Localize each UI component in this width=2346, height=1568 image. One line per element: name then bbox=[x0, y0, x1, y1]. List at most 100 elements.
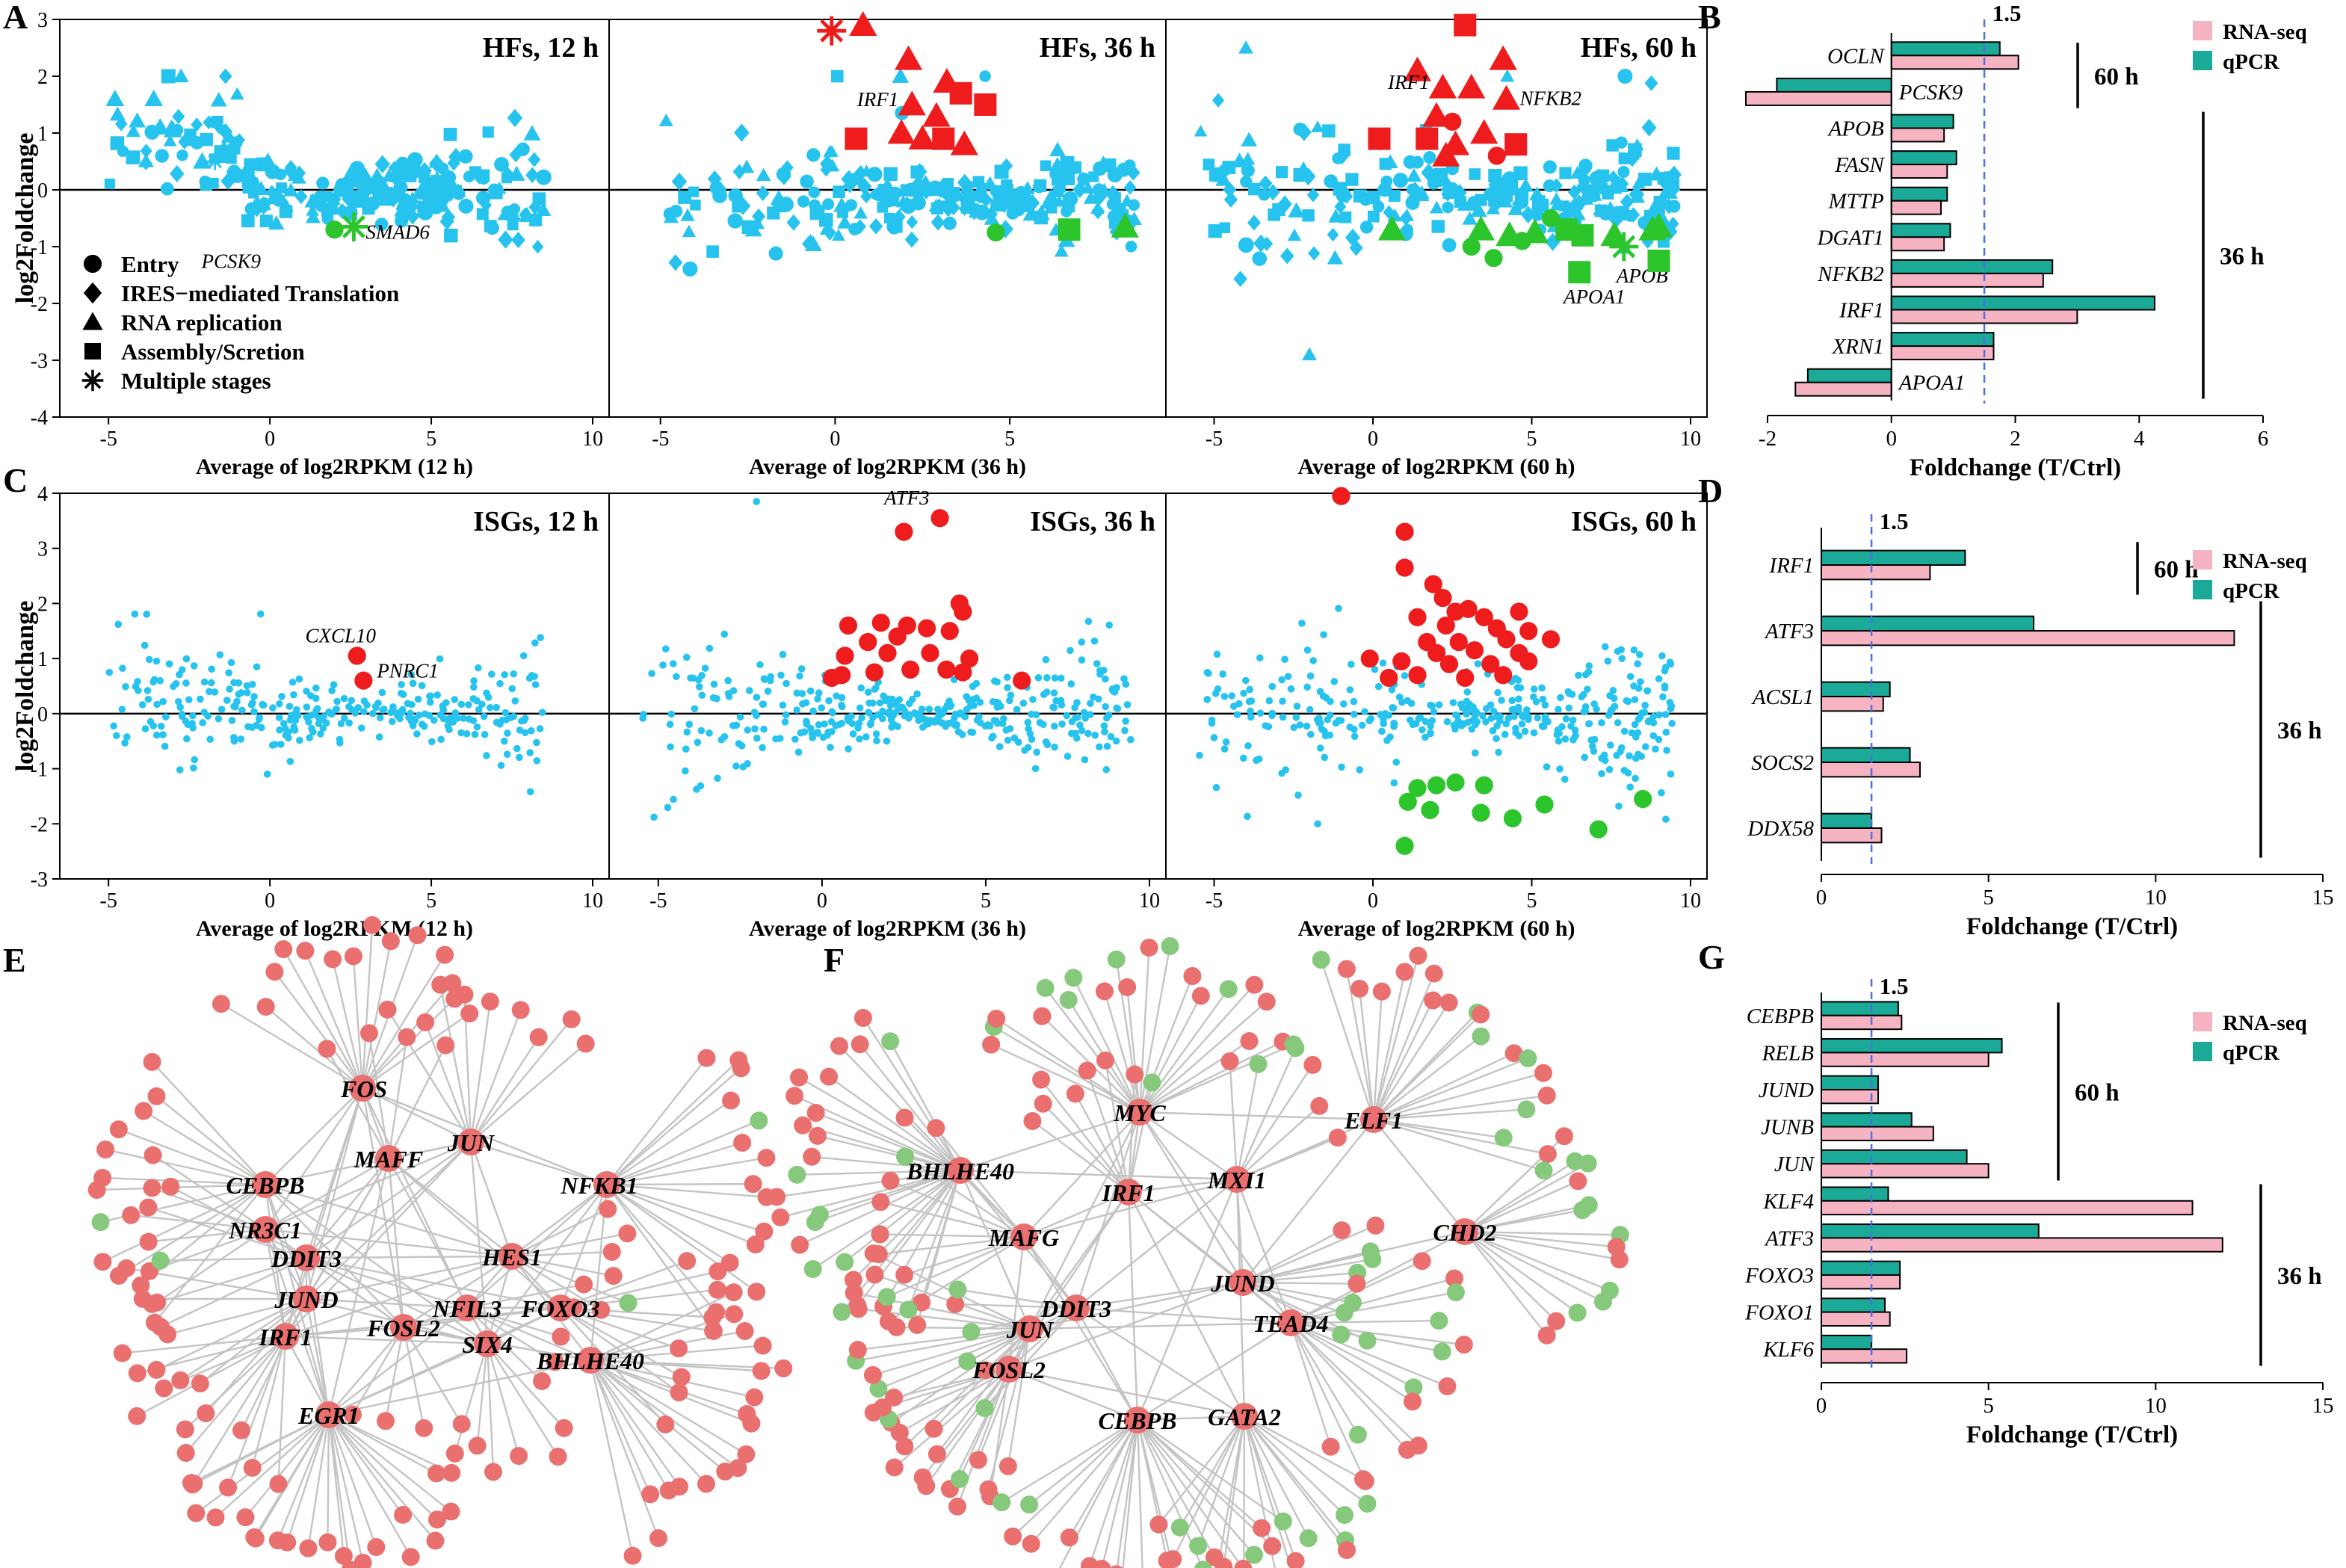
x-tick-label: 4 bbox=[2134, 427, 2145, 451]
background-point bbox=[814, 695, 821, 703]
background-point bbox=[995, 743, 1004, 750]
background-point bbox=[779, 650, 787, 658]
background-point bbox=[255, 715, 263, 723]
background-point bbox=[823, 225, 837, 241]
background-point bbox=[1220, 745, 1229, 753]
background-point bbox=[501, 172, 513, 184]
background-point bbox=[1601, 643, 1609, 651]
network-hub-node bbox=[995, 1356, 1022, 1383]
background-point bbox=[1631, 696, 1639, 703]
background-point bbox=[697, 726, 706, 735]
background-point bbox=[1265, 184, 1280, 201]
background-point bbox=[1454, 196, 1466, 209]
background-point bbox=[469, 683, 478, 691]
background-point bbox=[663, 209, 679, 223]
background-point bbox=[1256, 709, 1265, 717]
background-point bbox=[868, 700, 877, 707]
bar-qpcr bbox=[1890, 223, 1951, 238]
hub-label: TEAD4 bbox=[1253, 1310, 1328, 1337]
network-leaf-node bbox=[948, 1280, 967, 1299]
background-point bbox=[1043, 741, 1052, 749]
background-point bbox=[906, 214, 919, 229]
background-point bbox=[1513, 166, 1528, 180]
background-point bbox=[1123, 180, 1137, 195]
background-point bbox=[161, 713, 170, 721]
legend-marker-diamond bbox=[83, 282, 102, 304]
background-point bbox=[473, 723, 481, 731]
network-edge bbox=[160, 1256, 307, 1262]
network-leaf-node bbox=[212, 995, 230, 1013]
background-point bbox=[720, 732, 729, 741]
background-point bbox=[1063, 712, 1071, 720]
group-label: 36 h bbox=[2277, 717, 2322, 744]
bar-rnaseq bbox=[1821, 564, 1931, 581]
background-point bbox=[326, 191, 341, 206]
network-leaf-node bbox=[381, 932, 400, 951]
data-point-red-circle bbox=[1456, 668, 1475, 688]
x-tick-label: 10 bbox=[1680, 889, 1701, 913]
background-point bbox=[1634, 660, 1641, 667]
bar-rnaseq bbox=[1744, 90, 1892, 106]
background-point bbox=[1052, 195, 1066, 207]
network-leaf-node bbox=[1170, 1518, 1189, 1537]
network-edge bbox=[220, 1003, 363, 1090]
network-edge bbox=[476, 1343, 489, 1446]
background-point bbox=[862, 733, 870, 741]
background-point bbox=[282, 725, 289, 732]
network-edge bbox=[1139, 1111, 1374, 1121]
background-point bbox=[919, 723, 927, 731]
bar-rnaseq bbox=[1821, 1089, 1880, 1105]
background-point bbox=[528, 152, 541, 167]
network-edge bbox=[251, 1336, 287, 1469]
background-point bbox=[286, 757, 294, 765]
data-point-red-circle bbox=[1408, 666, 1427, 685]
background-point bbox=[1571, 207, 1586, 220]
background-point bbox=[867, 167, 883, 182]
background-point bbox=[1652, 745, 1659, 753]
background-point bbox=[1102, 675, 1109, 683]
network-edge bbox=[859, 1043, 961, 1171]
background-point bbox=[1244, 742, 1252, 750]
network-edge bbox=[264, 1229, 330, 1416]
network-edge bbox=[469, 1001, 492, 1143]
background-point bbox=[1112, 737, 1120, 745]
background-point bbox=[928, 198, 944, 212]
background-point bbox=[1617, 68, 1633, 84]
background-point bbox=[1635, 172, 1649, 185]
network-leaf-node bbox=[844, 1271, 862, 1289]
network-edge bbox=[152, 1154, 266, 1231]
network-edge bbox=[306, 1297, 468, 1309]
network-leaf-node bbox=[206, 1508, 225, 1527]
network-edge bbox=[904, 1155, 1025, 1238]
background-point bbox=[244, 158, 257, 171]
network-edge bbox=[960, 1169, 1238, 1181]
data-point-red-circle bbox=[1433, 588, 1452, 608]
data-point-red-circle bbox=[1494, 666, 1513, 685]
background-point bbox=[1211, 93, 1225, 108]
network-edge bbox=[1290, 1321, 1465, 1346]
background-point bbox=[1321, 753, 1329, 762]
background-point bbox=[1025, 725, 1032, 732]
network-leaf-node bbox=[1219, 980, 1238, 998]
background-point bbox=[1508, 697, 1516, 705]
background-point bbox=[1067, 729, 1075, 738]
background-point bbox=[445, 726, 453, 734]
background-point bbox=[256, 610, 265, 618]
background-point bbox=[1584, 685, 1591, 694]
hub-label: HES1 bbox=[481, 1244, 542, 1271]
background-point bbox=[1575, 671, 1582, 679]
background-point bbox=[1521, 727, 1529, 735]
network-edge bbox=[1373, 1094, 1547, 1121]
background-point bbox=[1462, 211, 1478, 225]
background-point bbox=[531, 681, 540, 688]
network-edge bbox=[511, 1250, 612, 1258]
background-point bbox=[501, 709, 510, 717]
network-hub-node bbox=[293, 1244, 320, 1271]
network-edge bbox=[606, 1120, 759, 1186]
background-point bbox=[312, 694, 320, 703]
background-point bbox=[330, 681, 338, 688]
background-point bbox=[831, 229, 845, 241]
background-point bbox=[389, 170, 404, 182]
background-point bbox=[1604, 657, 1612, 665]
